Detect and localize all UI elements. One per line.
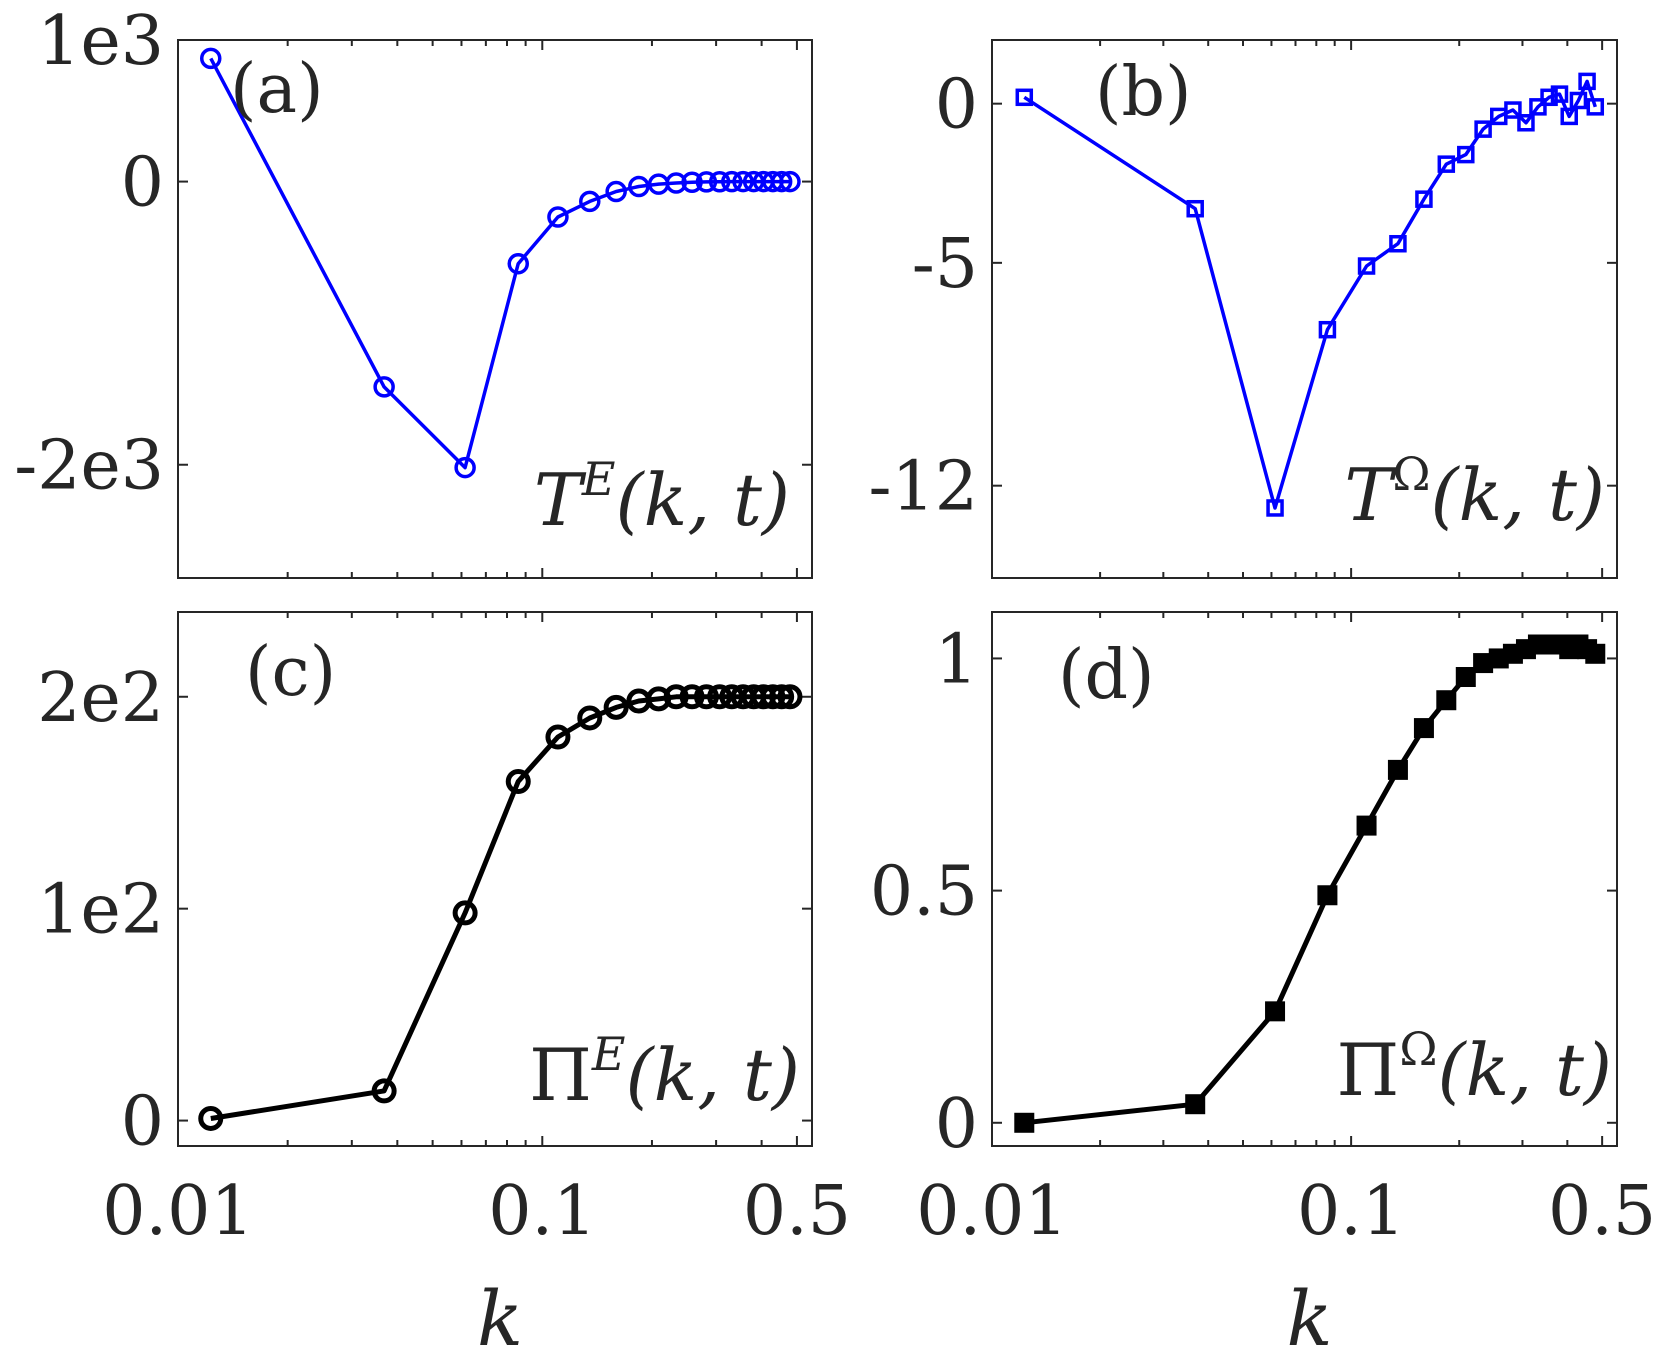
data-point: [1455, 667, 1476, 688]
y-tick-label: 1e3: [37, 2, 164, 81]
y-tick-label: 2e2: [37, 659, 164, 738]
x-tick-label: 0.5: [1548, 1172, 1656, 1251]
data-point: [505, 769, 531, 795]
data-point: [1540, 88, 1558, 107]
axes-box-b: [991, 39, 1618, 579]
data-point: [769, 684, 795, 710]
data-point: [545, 724, 571, 750]
data-point: [603, 694, 629, 720]
data-point: [1437, 155, 1456, 173]
data-point: [760, 684, 786, 710]
series-label-b: TΩ(k, t): [1344, 447, 1605, 537]
y-tick-label: -5: [912, 225, 978, 304]
y-tick-label: 0: [121, 1083, 164, 1162]
series-label-a: TE(k, t): [534, 452, 790, 542]
panel-a: -2e3 0 1e3 (a) TE(k, t): [14, 2, 813, 579]
data-point: [1317, 885, 1338, 906]
data-point: [547, 206, 569, 228]
panel-d: 0.01 0.1 0.5 0 0.5 1 k (d) ΠΩ(k, t): [870, 611, 1656, 1362]
data-point: [1357, 257, 1376, 275]
data-point: [1529, 98, 1547, 116]
data-point: [779, 170, 801, 193]
data-point: [371, 1078, 397, 1104]
data-point: [1560, 107, 1578, 126]
y-tick-label: 0.5: [870, 853, 978, 932]
axes-box-d: [991, 611, 1618, 1147]
data-point: [1569, 91, 1588, 110]
y-tick-label: 0: [935, 66, 978, 145]
x-axis-title: k: [1286, 1274, 1332, 1362]
panel-label-d: (d): [1058, 636, 1155, 715]
data-point: [577, 705, 603, 731]
data-point: [1550, 85, 1569, 103]
data-point: [708, 170, 731, 193]
data-point: [663, 684, 689, 710]
x-axis-title: k: [477, 1274, 523, 1362]
y-tick-label: -12: [868, 448, 978, 527]
x-tick-label: 0.1: [488, 1172, 596, 1251]
series-label-d: ΠΩ(k, t): [1337, 1022, 1612, 1112]
data-point: [695, 171, 718, 193]
data-point: [732, 170, 754, 193]
data-point: [770, 170, 793, 193]
data-point: [1356, 815, 1377, 836]
data-point: [1015, 88, 1034, 107]
data-point: [1578, 72, 1596, 91]
x-tick-label: 0.1: [1297, 1172, 1405, 1251]
panel-label-a: (a): [230, 50, 324, 129]
data-point: [681, 171, 703, 194]
data-point: [200, 47, 222, 70]
axes-box-c: [177, 611, 813, 1147]
data-point: [1586, 98, 1605, 116]
data-point: [693, 684, 719, 710]
data-point: [1185, 1094, 1206, 1115]
data-point: [1389, 234, 1407, 253]
data-point: [1415, 190, 1433, 208]
data-point: [1265, 1001, 1286, 1022]
data-point: [1318, 320, 1337, 339]
series-line-b: [1023, 79, 1597, 510]
data-point: [721, 170, 743, 193]
data-point: [1474, 120, 1492, 138]
x-tick-label: 0.01: [102, 1172, 253, 1251]
data-point: [679, 684, 705, 710]
data-point: [1186, 199, 1204, 218]
data-point: [605, 180, 627, 203]
data-point: [777, 684, 803, 710]
x-tick-label: 0.5: [743, 1172, 851, 1251]
data-point: [665, 172, 687, 194]
data-point: [628, 175, 650, 198]
data-point: [579, 190, 601, 213]
y-tick-label: 0: [935, 1085, 978, 1164]
data-point: [452, 900, 478, 926]
x-tick-label: 0.01: [916, 1172, 1067, 1251]
y-tick-label: 0: [121, 144, 164, 223]
panel-label-b: (b): [1095, 53, 1192, 132]
data-point: [198, 1105, 224, 1131]
data-point: [1413, 718, 1434, 739]
y-tick-label: 1: [935, 620, 978, 699]
data-point: [1387, 759, 1408, 780]
data-point: [1436, 690, 1457, 711]
data-point: [507, 252, 529, 275]
data-point: [1585, 643, 1606, 664]
axes-box-a: [177, 39, 813, 579]
data-point: [373, 376, 395, 398]
data-point: [1266, 499, 1284, 517]
data-point: [1457, 145, 1475, 164]
series-label-c: ΠE(k, t): [529, 1027, 800, 1117]
y-tick-label: -2e3: [14, 427, 164, 506]
data-point: [1517, 114, 1535, 132]
panel-c: 0.01 0.1 0.5 0 1e2 2e2 k (c) ΠE(k, t): [37, 611, 851, 1362]
data-point: [1504, 101, 1522, 119]
panel-label-c: (c): [245, 633, 336, 712]
data-point: [454, 456, 476, 479]
panel-b: -12 -5 0 (b) TΩ(k, t): [868, 39, 1618, 579]
y-tick-label: 1e2: [37, 871, 164, 950]
data-point: [707, 684, 733, 710]
data-point: [1014, 1112, 1035, 1133]
